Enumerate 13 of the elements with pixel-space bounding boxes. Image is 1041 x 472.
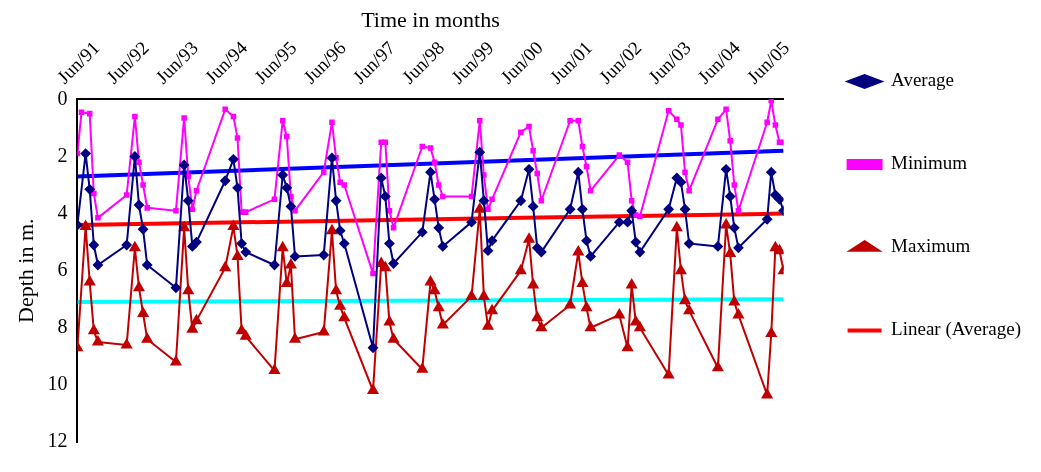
y-tick-label: 2 xyxy=(57,143,68,166)
y-tick-label: 10 xyxy=(47,372,68,395)
legend-label: Minimum xyxy=(891,152,968,174)
y-tick-label: 0 xyxy=(57,86,68,109)
legend-label: Linear (Average) xyxy=(891,318,1021,341)
legend-label: Average xyxy=(891,69,955,91)
legend-label: Maximum xyxy=(891,235,971,257)
y-tick-label: 6 xyxy=(57,257,68,280)
y-tick-label: 4 xyxy=(57,200,68,223)
x-axis-title: Time in months xyxy=(361,6,500,32)
y-tick-label: 12 xyxy=(47,429,68,452)
y-axis-title: Depth in m. xyxy=(12,218,38,323)
y-tick-label: 8 xyxy=(57,315,68,338)
